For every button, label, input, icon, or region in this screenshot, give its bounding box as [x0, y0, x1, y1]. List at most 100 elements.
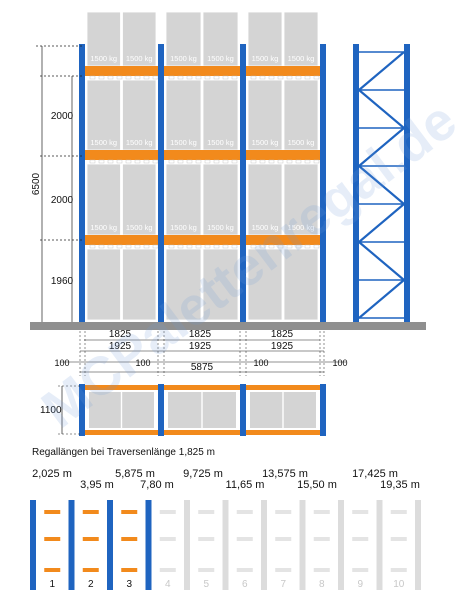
- pallet-load: [247, 11, 283, 67]
- top-view-beam: [85, 385, 158, 390]
- pallet-weight-label: 1500 kg: [126, 138, 153, 147]
- pallet-load: [165, 79, 202, 151]
- bay-row: 1 2 3 4 5 6 7 8 9 10: [30, 500, 421, 590]
- pallet-load: [202, 248, 239, 321]
- floor: [30, 322, 426, 330]
- pallet-slat: [125, 244, 132, 249]
- bay-beam-marker: [313, 537, 330, 541]
- bay-clear-3: 1825: [271, 329, 294, 340]
- pallet-slat: [204, 159, 211, 164]
- pallet-slat: [277, 75, 284, 80]
- pallet-slat: [168, 75, 175, 80]
- front-view: 1500 kg 1500 kg 1500 kg 1500 kg 1500 kg 1500 …: [30, 11, 426, 330]
- brace: [358, 203, 405, 243]
- pallet-slat: [152, 75, 159, 80]
- bay-number: 6: [242, 579, 248, 590]
- bay-post: [338, 500, 344, 590]
- pallet-load: [122, 11, 157, 67]
- pallet-slat: [116, 159, 123, 164]
- bay-number: 4: [165, 579, 171, 590]
- bay-clear-2: 1825: [189, 329, 212, 340]
- pallet-load: [247, 163, 283, 236]
- pallet-load: [202, 11, 239, 67]
- pallet-slat: [168, 159, 175, 164]
- bay-post: [184, 500, 190, 590]
- upright: [79, 44, 85, 322]
- bay-beam-marker: [82, 510, 99, 514]
- pallet-slat: [98, 244, 105, 249]
- bay-post: [222, 500, 229, 590]
- pallet-slat: [313, 244, 320, 249]
- pallet-slat: [250, 75, 257, 80]
- beam-group: [85, 66, 320, 249]
- bay-beam-marker: [390, 537, 407, 541]
- pallet-slat: [89, 244, 96, 249]
- pallet-slat: [304, 75, 311, 80]
- pallet-slat: [268, 244, 275, 249]
- pallet-slat: [250, 159, 257, 164]
- beam: [164, 150, 240, 160]
- pallet-slat: [195, 75, 202, 80]
- upright: [240, 44, 246, 322]
- bay-beam-marker: [236, 510, 253, 514]
- top-view-upright: [79, 384, 85, 436]
- bay-post: [376, 500, 383, 590]
- beam: [246, 235, 320, 245]
- pallet-slat: [107, 159, 114, 164]
- pallet-slat: [286, 75, 293, 80]
- bay-beam-marker: [352, 568, 369, 572]
- pallet-slat: [177, 244, 184, 249]
- bay-number: 3: [126, 579, 132, 590]
- length-dimensions: [60, 331, 346, 376]
- bay-beam-marker: [121, 568, 138, 572]
- beam: [85, 66, 158, 76]
- bay-number: 10: [393, 579, 405, 590]
- length-label: 2,025 m: [32, 468, 72, 480]
- lengths-caption: Regallängen bei Traversenlänge 1,825 m: [32, 447, 215, 458]
- frame-spacing-1: 100: [54, 358, 69, 368]
- bay-beam-1: 1925: [109, 341, 132, 352]
- pallet-slat: [177, 159, 184, 164]
- top-view-upright: [158, 384, 164, 436]
- pallet-slat: [116, 244, 123, 249]
- brace: [358, 165, 405, 205]
- pallet-weight-label: 1500 kg: [126, 54, 153, 63]
- pallet-weight-label: 1500 kg: [288, 138, 315, 147]
- side-frame-bracing: [358, 51, 405, 319]
- bay-post: [145, 500, 152, 590]
- depth-label: 1100: [40, 405, 62, 416]
- length-label: 7,80 m: [140, 479, 174, 491]
- pallet-slat: [268, 159, 275, 164]
- pallet-slat: [177, 75, 184, 80]
- top-view-beam: [246, 430, 320, 435]
- bay-post: [107, 500, 113, 590]
- bay-beam-marker: [159, 537, 176, 541]
- level-height-1: 2000: [51, 111, 74, 122]
- pallet-weight-label: 1500 kg: [252, 138, 279, 147]
- pallet-slat: [313, 159, 320, 164]
- length-label: 19,35 m: [380, 479, 420, 491]
- pallet-slat: [125, 159, 132, 164]
- bay-beam-marker: [159, 568, 176, 572]
- pallet-slat: [286, 159, 293, 164]
- pallet-load: [247, 248, 283, 321]
- beam: [164, 235, 240, 245]
- bay-beam-marker: [44, 537, 61, 541]
- bay-number: 9: [357, 579, 363, 590]
- pallet-weight-label: 1500 kg: [207, 54, 234, 63]
- pallet-slat: [134, 75, 141, 80]
- pallet-slat: [107, 75, 114, 80]
- bay-beam-marker: [198, 510, 215, 514]
- pallet-weight-label: 1500 kg: [170, 223, 197, 232]
- bay-beam-marker: [82, 537, 99, 541]
- pallet-weight-label: 1500 kg: [170, 138, 197, 147]
- pallet-load: [86, 248, 121, 321]
- pallet-load: [122, 163, 157, 236]
- frame-spacing-3: 100: [253, 358, 268, 368]
- bay-beam-marker: [236, 568, 253, 572]
- beam: [246, 150, 320, 160]
- top-view-upright: [240, 384, 246, 436]
- bay-number: 2: [88, 579, 94, 590]
- bay-number: 5: [203, 579, 209, 590]
- bay-post: [415, 500, 421, 590]
